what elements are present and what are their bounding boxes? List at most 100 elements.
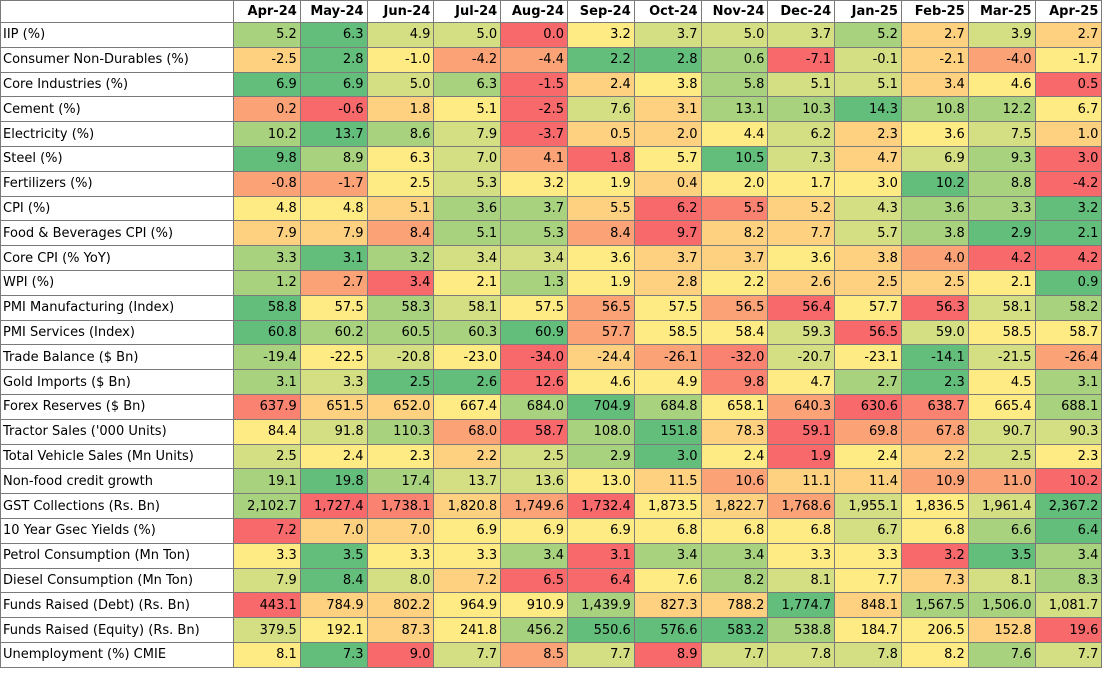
data-cell: 3.0: [834, 170, 902, 197]
data-cell: 3.4: [700, 542, 769, 569]
data-cell: 2.9: [566, 443, 635, 470]
data-cell: 1,768.6: [767, 493, 836, 519]
data-cell: 8.2: [900, 641, 969, 668]
data-cell: 637.9: [233, 393, 301, 420]
data-cell: 652.0: [366, 393, 435, 420]
data-cell: 2.3: [1034, 443, 1102, 470]
data-cell: 3.9: [967, 22, 1036, 48]
data-cell: 7.9: [433, 121, 502, 147]
data-cell: -1.0: [366, 46, 435, 73]
data-cell: 658.1: [700, 393, 769, 420]
data-cell: 2.5: [233, 443, 301, 470]
row-label: Food & Beverages CPI (%): [0, 220, 234, 247]
data-cell: 7.5: [967, 121, 1036, 147]
table-row: Core CPI (% YoY) 3.3 3.1 3.2 3.4 3.4 3.6 3.7 3.7…: [0, 245, 1102, 271]
data-cell: 3.3: [233, 245, 301, 271]
data-cell: 5.1: [834, 71, 902, 98]
table-row: Core Industries (%) 6.9 6.9 5.0 6.3 -1.5 2.4 3.…: [0, 71, 1102, 98]
data-cell: 9.3: [967, 145, 1036, 172]
data-cell: 5.0: [433, 22, 502, 48]
data-cell: 1,749.6: [500, 493, 568, 519]
data-cell: 8.6: [366, 121, 435, 147]
data-cell: 3.2: [900, 542, 969, 569]
table-row: Non-food credit growth 19.1 19.8 17.4 13.7 13…: [0, 468, 1102, 495]
data-cell: 58.1: [433, 294, 502, 321]
data-cell: 5.2: [767, 195, 836, 222]
data-cell: 910.9: [500, 592, 568, 619]
data-cell: 7.8: [767, 641, 836, 668]
data-cell: 184.7: [834, 617, 902, 643]
table-row: Petrol Consumption (Mn Ton) 3.3 3.5 3.3 3.3 3…: [0, 542, 1102, 569]
data-cell: 2.1: [1034, 220, 1102, 247]
data-cell: 3.3: [834, 542, 902, 569]
data-cell: 3.6: [433, 195, 502, 222]
data-cell: 2.7: [834, 369, 902, 395]
data-cell: 7.0: [299, 517, 368, 544]
data-cell: 10.2: [1034, 468, 1102, 495]
data-cell: 651.5: [299, 393, 368, 420]
data-cell: 7.6: [566, 96, 635, 123]
row-label: Funds Raised (Debt) (Rs. Bn): [0, 592, 234, 619]
data-cell: 2.6: [433, 369, 502, 395]
row-label: Tractor Sales ('000 Units): [0, 418, 234, 445]
data-cell: 19.6: [1034, 617, 1102, 643]
data-cell: 1,836.5: [900, 493, 969, 519]
data-cell: 1.9: [566, 269, 635, 296]
data-cell: 10.3: [767, 96, 836, 123]
data-cell: 2.4: [299, 443, 368, 470]
data-cell: -2.5: [233, 46, 301, 73]
data-cell: 5.8: [700, 71, 769, 98]
table-row: Total Vehicle Sales (Mn Units) 2.5 2.4 2.3 2…: [0, 443, 1102, 470]
row-label: Trade Balance ($ Bn): [0, 344, 234, 371]
data-cell: 6.9: [299, 71, 368, 98]
data-cell: 5.0: [366, 71, 435, 98]
data-cell: 11.5: [633, 468, 702, 495]
table-row: IIP (%) 5.2 6.3 4.9 5.0 0.0 3.2 3.7 5.0 3.7 5.2 2.7…: [0, 22, 1102, 48]
data-cell: 1.8: [366, 96, 435, 123]
data-cell: 1.8: [566, 145, 635, 172]
data-cell: 2.4: [834, 443, 902, 470]
data-cell: 379.5: [233, 617, 301, 643]
column-header: Feb-25: [900, 0, 969, 23]
data-cell: 90.7: [967, 418, 1036, 445]
data-cell: 7.9: [299, 220, 368, 247]
data-cell: 583.2: [700, 617, 769, 643]
data-cell: 58.7: [1034, 319, 1102, 346]
data-cell: 8.4: [566, 220, 635, 247]
data-cell: -0.1: [834, 46, 902, 73]
data-cell: 12.2: [967, 96, 1036, 123]
data-cell: 3.7: [767, 22, 836, 48]
data-cell: 2,367.2: [1034, 493, 1102, 519]
data-cell: 1,820.8: [433, 493, 502, 519]
row-label: Forex Reserves ($ Bn): [0, 393, 234, 420]
data-cell: 2.4: [566, 71, 635, 98]
table-row: Steel (%) 9.8 8.9 6.3 7.0 4.1 1.8 5.7 10.5 7.3 4.7…: [0, 145, 1102, 172]
data-cell: 4.2: [967, 245, 1036, 271]
data-cell: 56.5: [834, 319, 902, 346]
row-label: Petrol Consumption (Mn Ton): [0, 542, 234, 569]
data-cell: 3.0: [633, 443, 702, 470]
row-label: Non-food credit growth: [0, 468, 234, 495]
data-cell: 56.5: [566, 294, 635, 321]
data-cell: 0.0: [500, 22, 568, 48]
data-cell: 3.4: [633, 542, 702, 569]
data-cell: 6.6: [967, 517, 1036, 544]
header-corner: [0, 0, 234, 23]
data-cell: -4.4: [500, 46, 568, 73]
data-cell: 7.0: [366, 517, 435, 544]
data-cell: 57.5: [500, 294, 568, 321]
data-cell: 7.7: [1034, 641, 1102, 668]
data-cell: 1,727.4: [299, 493, 368, 519]
data-cell: 57.7: [566, 319, 635, 346]
data-cell: 7.7: [433, 641, 502, 668]
data-cell: 704.9: [566, 393, 635, 420]
data-cell: 59.3: [767, 319, 836, 346]
data-cell: 3.4: [500, 542, 568, 569]
data-cell: 6.8: [633, 517, 702, 544]
data-cell: 8.1: [767, 567, 836, 594]
data-cell: 8.2: [700, 220, 769, 247]
data-cell: 2.1: [967, 269, 1036, 296]
data-cell: 6.9: [900, 145, 969, 172]
data-cell: 1.9: [566, 170, 635, 197]
data-cell: -1.5: [500, 71, 568, 98]
